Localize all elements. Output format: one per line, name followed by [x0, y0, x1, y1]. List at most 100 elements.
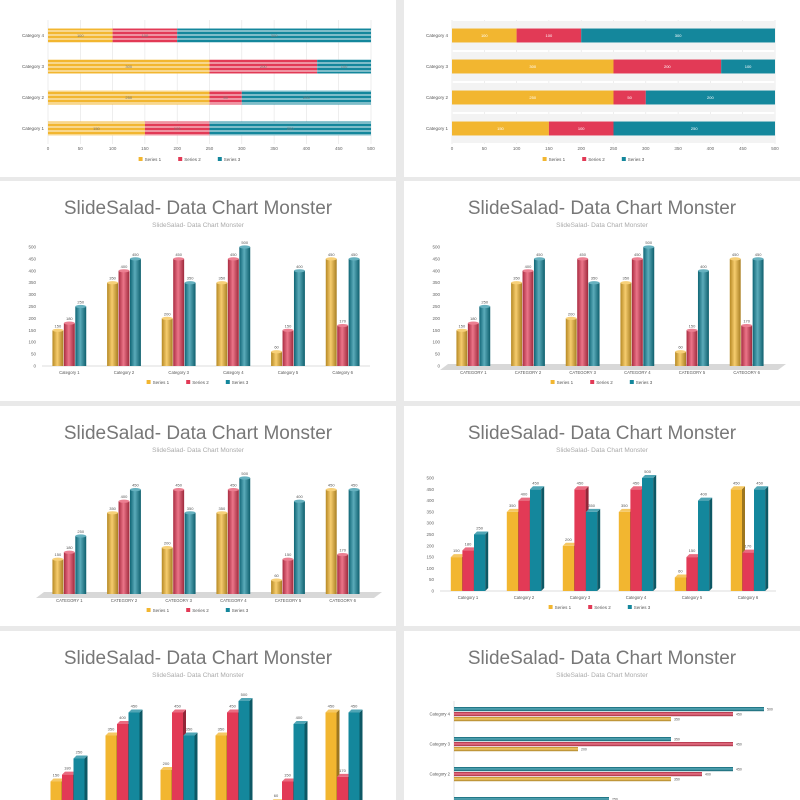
- x-category-label: Category 2: [114, 370, 135, 375]
- bar-segment: [645, 90, 775, 105]
- data-label: 250: [287, 126, 294, 131]
- bar-cap: [752, 257, 764, 261]
- legend-label: Series 3: [232, 380, 249, 385]
- chart-title: SlideSalad- Data Chart Monster: [468, 648, 737, 669]
- data-label: 300: [675, 33, 682, 38]
- bar: [337, 325, 349, 366]
- y-tick-label: 400: [28, 268, 36, 273]
- y-tick-label: 300: [28, 292, 36, 297]
- data-label: 180: [66, 545, 73, 550]
- bar: [129, 258, 141, 366]
- data-label: 450: [736, 713, 742, 717]
- data-label: 150: [93, 126, 100, 131]
- bar-cap: [271, 578, 283, 582]
- x-tick-label: 0: [47, 146, 50, 151]
- x-tick-label: 300: [238, 146, 246, 151]
- data-label: 150: [284, 773, 291, 778]
- bar-front: [50, 781, 62, 800]
- data-label: 200: [163, 761, 170, 766]
- bar-front: [227, 712, 238, 800]
- legend-swatch: [186, 380, 191, 384]
- bar-top: [325, 709, 340, 713]
- legend-swatch: [186, 608, 191, 612]
- bar-segment: [317, 59, 371, 74]
- x-category-label: CATEGORY 2: [111, 598, 138, 603]
- data-label: 60: [274, 345, 279, 350]
- data-label: 200: [664, 64, 671, 69]
- data-label: 450: [579, 252, 586, 257]
- data-label: 200: [707, 95, 714, 100]
- data-label: 180: [470, 316, 477, 321]
- y-tick-label: 0: [33, 364, 36, 369]
- data-label: 200: [260, 64, 267, 69]
- data-label: 350: [588, 503, 595, 508]
- y-tick-label: 150: [28, 328, 36, 333]
- bar-top: [183, 732, 198, 736]
- y-tick-label: 200: [28, 316, 36, 321]
- bar-cap: [129, 488, 141, 492]
- bar-front: [474, 534, 486, 591]
- bar-cap: [239, 245, 251, 249]
- data-label: 200: [581, 748, 587, 752]
- bar: [348, 489, 360, 594]
- data-label: 60: [678, 568, 683, 573]
- data-label: 250: [77, 300, 84, 305]
- data-label: 300: [271, 33, 278, 38]
- data-label: 180: [64, 766, 71, 771]
- bar-side: [485, 531, 489, 591]
- legend-swatch: [217, 157, 222, 161]
- x-category-label: CATEGORY 5: [275, 598, 302, 603]
- bar: [729, 258, 741, 366]
- x-tick-label: 100: [109, 146, 117, 151]
- data-label: 60: [678, 345, 683, 350]
- bar-cap: [479, 304, 491, 309]
- data-label: 450: [175, 483, 182, 488]
- bar-front: [530, 489, 542, 591]
- legend-swatch: [582, 157, 587, 161]
- data-label: 180: [66, 316, 73, 321]
- data-label: 450: [328, 252, 335, 257]
- y-tick-label: 50: [31, 352, 37, 357]
- data-label: 250: [77, 529, 84, 534]
- bar-front: [325, 712, 337, 800]
- legend-label: Series 3: [636, 380, 653, 385]
- data-label: 450: [634, 252, 641, 257]
- bar-cap: [643, 245, 655, 249]
- y-tick-label: 200: [432, 316, 440, 321]
- bar-cap: [107, 511, 119, 515]
- chart-subtitle: SlideSalad- Data Chart Monster: [556, 447, 649, 454]
- bar-top: [730, 486, 745, 490]
- bar: [282, 559, 294, 594]
- bar: [479, 306, 491, 366]
- y-category-label: Category 2: [426, 95, 449, 100]
- y-tick-label: 300: [432, 292, 440, 297]
- chart-title: SlideSalad- Data Chart Monster: [468, 423, 737, 444]
- data-label: 450: [328, 483, 335, 488]
- bar-top: [450, 554, 465, 558]
- bar-cap: [577, 257, 589, 261]
- bar-cap: [52, 557, 64, 561]
- bar-segment: [452, 121, 549, 136]
- x-tick-label: 450: [739, 146, 747, 151]
- y-tick-label: 450: [426, 487, 434, 492]
- y-tick-label: 250: [432, 304, 440, 309]
- bar-top: [562, 542, 577, 546]
- bar: [454, 767, 733, 772]
- bar: [533, 258, 545, 366]
- data-label: 200: [568, 311, 575, 316]
- legend-swatch: [621, 157, 626, 161]
- bar-top: [348, 709, 363, 713]
- data-label: 400: [119, 715, 126, 720]
- bar: [282, 330, 294, 366]
- data-label: 450: [351, 704, 358, 709]
- bar-cap: [75, 534, 87, 538]
- legend-label: Series 1: [557, 380, 574, 385]
- bar-top: [215, 732, 230, 736]
- bar-cap: [227, 488, 239, 492]
- bar-front: [618, 511, 630, 591]
- bar-top: [754, 486, 769, 490]
- data-label: 150: [689, 323, 696, 328]
- bar-cap: [161, 316, 173, 320]
- data-label: 450: [756, 480, 763, 485]
- x-category-label: CATEGORY 2: [515, 370, 542, 375]
